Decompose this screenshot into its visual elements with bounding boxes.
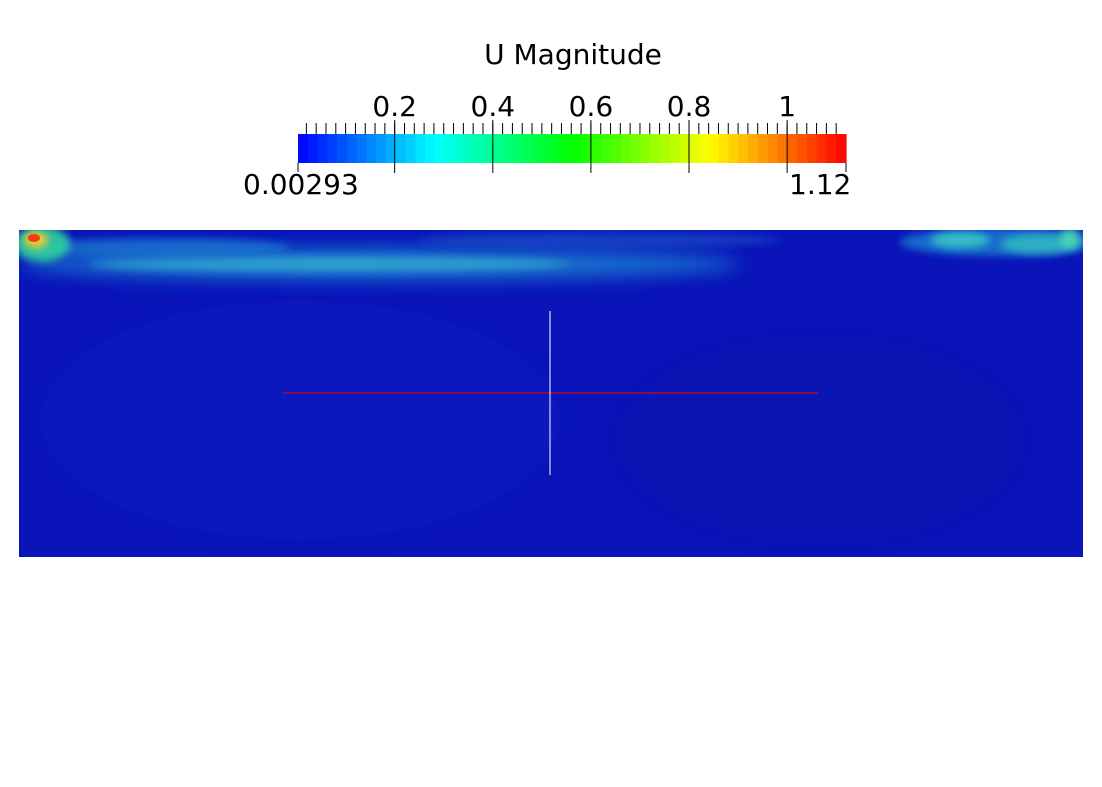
colorbar-swatch: [797, 134, 808, 163]
colorbar-swatch: [738, 134, 749, 163]
colorbar-swatch: [630, 134, 642, 163]
colorbar-swatch: [493, 134, 505, 163]
colorbar-swatch: [581, 134, 593, 163]
colorbar-tick-label: 1: [778, 90, 797, 123]
colorbar-min-label: 0.00293: [243, 168, 359, 201]
colorbar-swatch: [689, 134, 700, 163]
colorbar-swatch: [728, 134, 739, 163]
jet-band: [30, 238, 290, 258]
colorbar-swatch: [483, 134, 495, 163]
colorbar-swatch: [826, 134, 837, 163]
field-plot: [19, 230, 1083, 557]
colorbar-swatch: [503, 134, 514, 163]
turbulence-spot: [930, 232, 990, 248]
field-patch: [40, 300, 560, 540]
colorbar-tick-label: 0.8: [666, 90, 712, 123]
colorbar-swatch: [337, 134, 348, 163]
colorbar-swatch: [395, 134, 407, 163]
colorbar-tick-label: 0.2: [372, 90, 417, 123]
colorbar-swatch: [346, 134, 358, 163]
colorbar-major-ticks: [394, 120, 788, 173]
colorbar-swatches: [298, 134, 847, 163]
colorbar-max-label: 1.12: [789, 168, 852, 201]
colorbar-swatch: [425, 134, 436, 163]
colorbar-tick-label: 0.6: [568, 90, 614, 123]
colorbar-swatch: [327, 134, 338, 163]
colorbar-swatch: [660, 134, 671, 163]
colorbar-swatch: [640, 134, 651, 163]
colorbar-tick-label: 0.4: [470, 90, 516, 123]
colorbar-swatch: [435, 134, 446, 163]
colorbar-swatch: [532, 134, 544, 163]
colorbar-swatch: [806, 134, 818, 163]
colorbar-swatch: [356, 134, 368, 163]
colorbar-swatch: [307, 134, 319, 163]
colorbar-swatch: [386, 134, 397, 163]
colorbar-swatch: [415, 134, 426, 163]
colorbar-swatch: [709, 134, 720, 163]
colorbar-swatch: [572, 134, 583, 163]
turbulence-spot: [1000, 234, 1080, 254]
colorbar-minor-ticks: [305, 123, 837, 134]
turbulence-spot: [1060, 230, 1080, 248]
colorbar-swatch: [816, 134, 828, 163]
colorbar-swatch: [757, 134, 769, 163]
colorbar-swatch: [767, 134, 779, 163]
field-patch: [620, 340, 1020, 540]
jet-band: [420, 232, 780, 248]
colorbar-swatch: [650, 134, 661, 163]
colorbar-swatch: [376, 134, 387, 163]
colorbar-swatch: [366, 134, 377, 163]
colorbar-swatch: [513, 134, 524, 163]
colorbar-swatch: [620, 134, 632, 163]
colorbar-swatch: [562, 134, 573, 163]
colorbar-swatch: [523, 134, 534, 163]
colorbar-swatch: [787, 134, 798, 163]
colorbar-svg: [297, 120, 847, 173]
colorbar-swatch: [591, 134, 602, 163]
colorbar-swatch: [542, 134, 554, 163]
colorbar-swatch: [601, 134, 612, 163]
colorbar-swatch: [552, 134, 563, 163]
colorbar-swatch: [699, 134, 710, 163]
colorbar-swatch: [669, 134, 681, 163]
colorbar-swatch: [474, 134, 485, 163]
colorbar: 0.2 0.4 0.6 0.8 1 0.00293 1.12: [0, 0, 1102, 220]
colorbar-swatch: [464, 134, 475, 163]
colorbar-swatch: [679, 134, 691, 163]
jet-core: [90, 256, 570, 272]
hotspot-core: [28, 234, 40, 242]
colorbar-swatch: [454, 134, 465, 163]
colorbar-swatch: [317, 134, 328, 163]
colorbar-swatch: [611, 134, 622, 163]
colorbar-swatch: [777, 134, 788, 163]
colorbar-swatch: [718, 134, 730, 163]
colorbar-title: U Magnitude: [484, 38, 662, 71]
colorbar-swatch: [405, 134, 417, 163]
colorbar-swatch: [748, 134, 759, 163]
colorbar-swatch: [444, 134, 456, 163]
colorbar-swatch: [836, 134, 847, 163]
colorbar-swatch: [298, 134, 309, 163]
